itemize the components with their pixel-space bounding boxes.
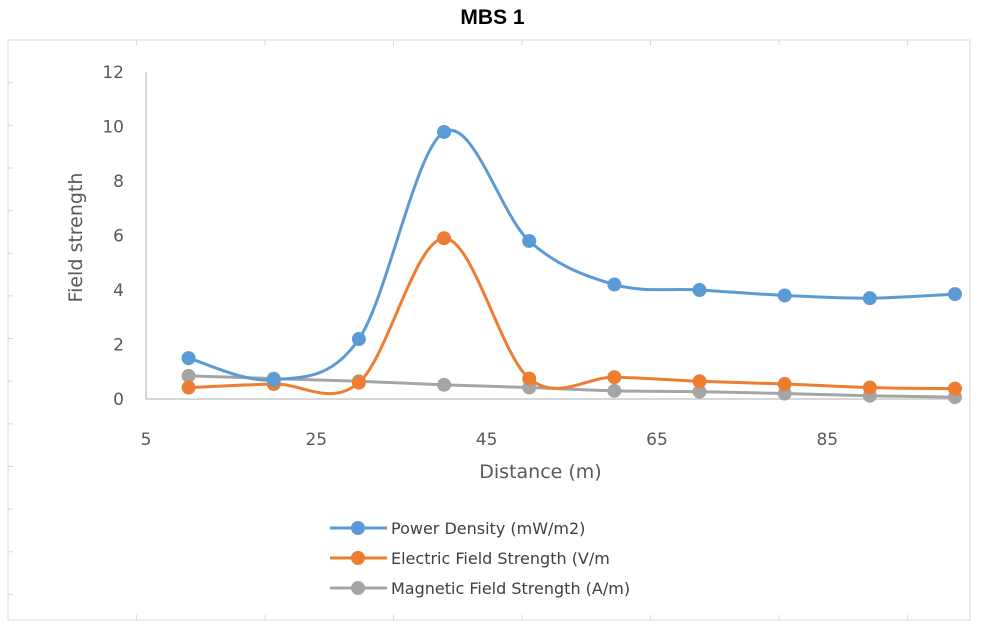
y-tick-label: 4 (113, 281, 124, 301)
legend: Power Density (mW/m2) Electric Field Stre… (330, 519, 630, 598)
x-tick-label: 5 (141, 430, 152, 450)
data-point (862, 291, 877, 306)
y-tick-label: 12 (102, 63, 124, 83)
data-point (607, 370, 622, 385)
legend-item: Electric Field Strength (V/m (330, 549, 610, 568)
data-point (777, 288, 792, 303)
y-tick-labels: 0 2 4 6 8 10 12 (102, 63, 124, 410)
frame-ticks (8, 39, 908, 620)
legend-swatch-marker (351, 551, 365, 565)
series-1 (181, 231, 962, 396)
data-point (351, 375, 366, 390)
data-point (948, 381, 962, 396)
data-point (181, 380, 196, 395)
data-point (522, 233, 537, 248)
series-layer (181, 124, 962, 405)
axes (145, 72, 955, 400)
data-point (692, 283, 707, 297)
data-point (437, 124, 452, 139)
x-tick-label: 85 (816, 430, 838, 450)
y-tick-label: 0 (113, 390, 124, 410)
x-tick-labels: 5 25 45 65 85 (141, 430, 838, 450)
legend-item: Magnetic Field Strength (A/m) (330, 579, 630, 598)
data-point (948, 287, 962, 302)
legend-swatch-marker (351, 521, 365, 535)
data-point (181, 351, 196, 366)
data-point (607, 277, 622, 292)
legend-label: Electric Field Strength (V/m (391, 549, 610, 568)
data-point (862, 380, 877, 395)
data-point (351, 332, 366, 347)
y-tick-label: 2 (113, 336, 124, 356)
series-line (187, 128, 957, 382)
data-point (522, 371, 537, 386)
legend-item: Power Density (mW/m2) (330, 519, 585, 538)
data-point (692, 384, 707, 399)
legend-label: Magnetic Field Strength (A/m) (391, 579, 630, 598)
data-point (777, 377, 792, 392)
y-axis-title: Field strength (65, 173, 87, 303)
data-point (607, 383, 622, 398)
series-0 (181, 124, 962, 387)
series-line (187, 374, 957, 399)
chart-area-border (7, 39, 971, 621)
series-line (187, 236, 957, 396)
chart-title: MBS 1 (460, 6, 525, 29)
legend-label: Power Density (mW/m2) (391, 519, 585, 538)
y-tick-label: 8 (113, 172, 124, 192)
x-tick-label: 65 (646, 430, 668, 450)
data-point (437, 231, 452, 246)
data-point (437, 377, 452, 392)
legend-swatch-marker (351, 581, 365, 595)
x-tick-label: 45 (476, 430, 498, 450)
y-tick-label: 10 (102, 118, 124, 138)
x-tick-label: 25 (305, 430, 327, 450)
y-tick-label: 6 (113, 227, 124, 247)
data-point (266, 372, 281, 387)
data-point (692, 374, 707, 389)
x-axis-title: Distance (m) (479, 461, 601, 483)
data-point (181, 368, 196, 383)
